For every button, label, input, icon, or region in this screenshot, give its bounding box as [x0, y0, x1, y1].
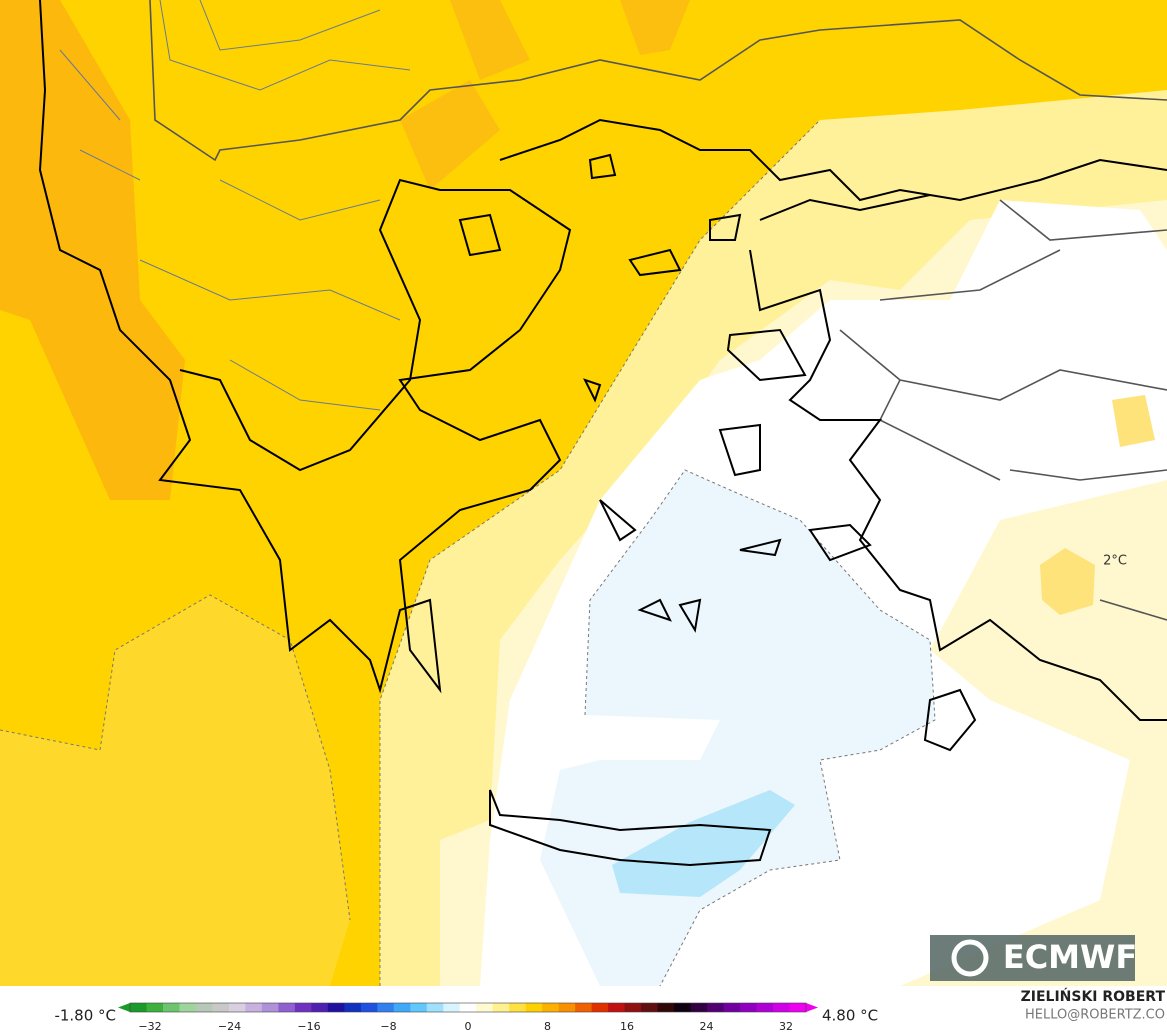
colorbar-swatch [608, 1003, 626, 1012]
logo-icon [951, 939, 989, 977]
colorbar-swatch [179, 1003, 197, 1012]
coastline-island [458, 153, 872, 633]
colorbar-swatch [261, 1003, 279, 1012]
colorbar-swatch [690, 1003, 708, 1012]
colorbar-swatch [410, 1003, 428, 1012]
colorbar-swatch [162, 1003, 180, 1012]
colorbar-tick-label: −32 [138, 1020, 161, 1033]
field-orange [0, 0, 185, 500]
colorbar-tip [118, 1003, 130, 1012]
sub-border [59, 0, 411, 411]
colorbar: -1.80 °C 4.80 °C −32 −24 −16 −8 0 8 16 24 32 [54, 1002, 878, 1033]
colorbar-swatch [492, 1003, 510, 1012]
colorbar-swatch [674, 1003, 692, 1012]
colorbar-swatch [624, 1003, 642, 1012]
colorbar-swatch [707, 1003, 725, 1012]
colorbar-swatch [723, 1003, 741, 1012]
contour [379, 119, 821, 986]
field-orange [450, 0, 530, 80]
annotation: 2°C [1103, 554, 1127, 569]
colorbar-max-label: 4.80 °C [822, 1007, 878, 1025]
colorbar-swatch [773, 1003, 791, 1012]
colorbar-swatch [146, 1003, 164, 1012]
colorbar-tick-label: −16 [297, 1020, 320, 1033]
colorbar-swatch [195, 1003, 213, 1012]
colorbar-tick-label: −24 [218, 1020, 241, 1033]
coastline [38, 0, 572, 694]
border [149, 0, 1167, 621]
colorbar-swatch [657, 1003, 675, 1012]
colorbar-swatch [641, 1003, 659, 1012]
credit-email: HELLO@ROBERTZ.CO [1025, 1008, 1165, 1023]
colorbar-tick-label: 0 [465, 1020, 472, 1033]
contour [0, 594, 351, 921]
colorbar-swatch [509, 1003, 527, 1012]
colorbar-swatch [311, 1003, 329, 1012]
colorbar-tip [806, 1003, 818, 1012]
colorbar-min-label: -1.80 °C [54, 1007, 116, 1025]
colorbar-swatch [459, 1003, 477, 1012]
coastline-rhodes [923, 688, 977, 752]
colorbar-swatch [327, 1003, 345, 1012]
credit-author: ZIELIŃSKI ROBERT [1021, 987, 1166, 1005]
field-orange [400, 80, 500, 190]
colorbar-swatch [360, 1003, 378, 1012]
colorbar-swatch [228, 1003, 246, 1012]
colorbar-swatch [558, 1003, 576, 1012]
colorbar-swatch [377, 1003, 395, 1012]
colorbar-swatch [756, 1003, 774, 1012]
colorbar-swatch [575, 1003, 593, 1012]
coastline-crete [489, 789, 772, 867]
coastline [499, 118, 1167, 721]
colorbar-swatch [278, 1003, 296, 1012]
colorbar-swatch [393, 1003, 411, 1012]
colorbar-swatch [542, 1003, 560, 1012]
colorbar-swatch [344, 1003, 362, 1012]
colorbar-tick-label: 24 [700, 1020, 714, 1033]
logo: ECMWF [930, 935, 1137, 981]
field-orange [620, 0, 690, 55]
colorbar-swatch [130, 1003, 147, 1012]
colorbar-tick-label: 32 [779, 1020, 793, 1033]
colorbar-tick-label: 8 [544, 1020, 551, 1033]
contour [584, 469, 936, 987]
colorbar-tick-label: 16 [620, 1020, 634, 1033]
field-spot [1112, 395, 1155, 447]
field-blue [612, 790, 795, 897]
field [0, 595, 350, 986]
colorbar-swatch [740, 1003, 758, 1012]
field-spot [1040, 548, 1095, 615]
colorbar-swatch [245, 1003, 263, 1012]
colorbar-frame [129, 1002, 807, 1013]
colorbar-tick-label: −8 [380, 1020, 396, 1033]
colorbar-swatch [525, 1003, 543, 1012]
colorbar-swatch [212, 1003, 230, 1012]
colorbar-swatch [294, 1003, 312, 1012]
colorbar-swatch [476, 1003, 494, 1012]
colorbar-swatch [426, 1003, 444, 1012]
colorbar-swatch [443, 1003, 461, 1012]
logo-text: ECMWF [1003, 938, 1137, 976]
colorbar-swatch [789, 1003, 807, 1012]
colorbar-swatch [591, 1003, 609, 1012]
map: 2°C [0, 0, 1167, 987]
